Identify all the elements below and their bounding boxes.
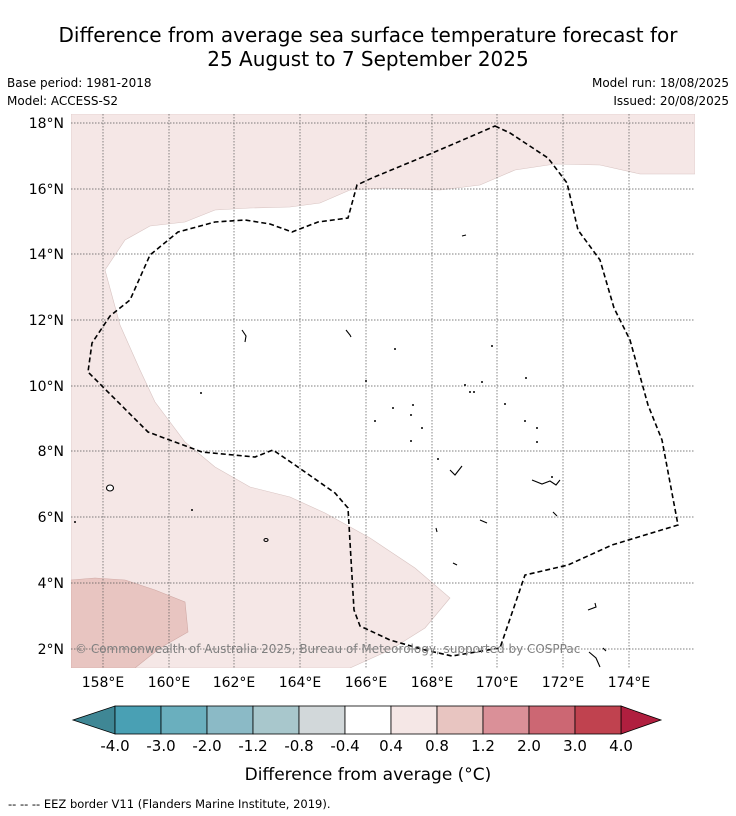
colorbar-tick: 0.8: [425, 737, 449, 755]
lon-label: 166°E: [345, 675, 388, 691]
map-area: © Commonwealth of Australia 2025, Bureau…: [71, 114, 695, 668]
lon-label: 174°E: [608, 675, 651, 691]
lat-label: 14°N: [29, 247, 64, 263]
colorbar-segment: [252, 705, 300, 735]
colorbar-segment: [160, 705, 208, 735]
model-name: Model: ACCESS-S2: [7, 94, 119, 108]
lat-label: 8°N: [38, 444, 64, 460]
base-period: Base period: 1981-2018: [7, 76, 152, 90]
colorbar-tick: -0.8: [284, 737, 313, 755]
lat-label: 12°N: [29, 313, 64, 329]
colorbar-segment: [436, 705, 484, 735]
colorbar-segment: [482, 705, 530, 735]
colorbar-segments: [114, 705, 622, 735]
colorbar-tick: -4.0: [100, 737, 129, 755]
colorbar-tick: 4.0: [609, 737, 633, 755]
colorbar-tick: -0.4: [330, 737, 359, 755]
lon-label: 168°E: [411, 675, 454, 691]
title-line-2: 25 August to 7 September 2025: [207, 47, 529, 71]
colorbar-segment: [344, 705, 392, 735]
colorbar-segment: [574, 705, 622, 735]
lat-label: 4°N: [38, 576, 64, 592]
grid-lines: [71, 114, 695, 668]
lat-label: 16°N: [29, 182, 64, 198]
colorbar: -4.0 -3.0 -2.0 -1.2 -0.8 -0.4 0.4 0.8 1.…: [71, 705, 663, 785]
lon-label: 162°E: [213, 675, 256, 691]
colorbar-tick: 0.4: [379, 737, 403, 755]
colorbar-high-extend: [620, 705, 663, 735]
colorbar-ticks: -4.0 -3.0 -2.0 -1.2 -0.8 -0.4 0.4 0.8 1.…: [100, 737, 633, 755]
eez-legend: -- -- -- EEZ border V11 (Flanders Marine…: [8, 797, 331, 811]
eez-legend-text: EEZ border V11 (Flanders Marine Institut…: [43, 797, 331, 811]
colorbar-segment: [206, 705, 254, 735]
colorbar-title: Difference from average (°C): [245, 765, 492, 785]
colorbar-tick: -2.0: [192, 737, 221, 755]
longitude-labels: 158°E 160°E 162°E 164°E 166°E 168°E 170°…: [82, 675, 651, 691]
lon-label: 160°E: [148, 675, 191, 691]
anomaly-region-medium: [71, 577, 189, 668]
colorbar-tick: -1.2: [238, 737, 267, 755]
eez-border: [87, 125, 679, 657]
colorbar-tick: 1.2: [471, 737, 495, 755]
colorbar-segment: [390, 705, 438, 735]
island-outlines: [105, 234, 607, 668]
model-run: Model run: 18/08/2025: [591, 76, 729, 90]
lon-label: 164°E: [279, 675, 322, 691]
copyright-notice: © Commonwealth of Australia 2025, Bureau…: [75, 642, 580, 656]
eez-legend-symbol: -- -- --: [8, 797, 41, 811]
anomaly-region-light: [71, 114, 695, 668]
small-islands: [74, 345, 553, 523]
colorbar-tick: -3.0: [146, 737, 175, 755]
colorbar-segment: [114, 705, 162, 735]
colorbar-tick: 3.0: [563, 737, 587, 755]
lat-label: 10°N: [29, 379, 64, 395]
latitude-labels: 18°N 16°N 14°N 12°N 10°N 8°N 6°N 4°N 2°N: [29, 116, 64, 658]
lon-label: 170°E: [476, 675, 519, 691]
lat-label: 2°N: [38, 642, 64, 658]
lat-label: 6°N: [38, 510, 64, 526]
lat-label: 18°N: [29, 116, 64, 132]
lon-label: 172°E: [542, 675, 585, 691]
lon-label: 158°E: [82, 675, 125, 691]
colorbar-segment: [528, 705, 576, 735]
issued-date: Issued: 20/08/2025: [613, 94, 729, 108]
colorbar-tick: 2.0: [517, 737, 541, 755]
title-line-1: Difference from average sea surface temp…: [58, 23, 678, 47]
colorbar-segment: [298, 705, 346, 735]
colorbar-low-extend: [71, 705, 116, 735]
